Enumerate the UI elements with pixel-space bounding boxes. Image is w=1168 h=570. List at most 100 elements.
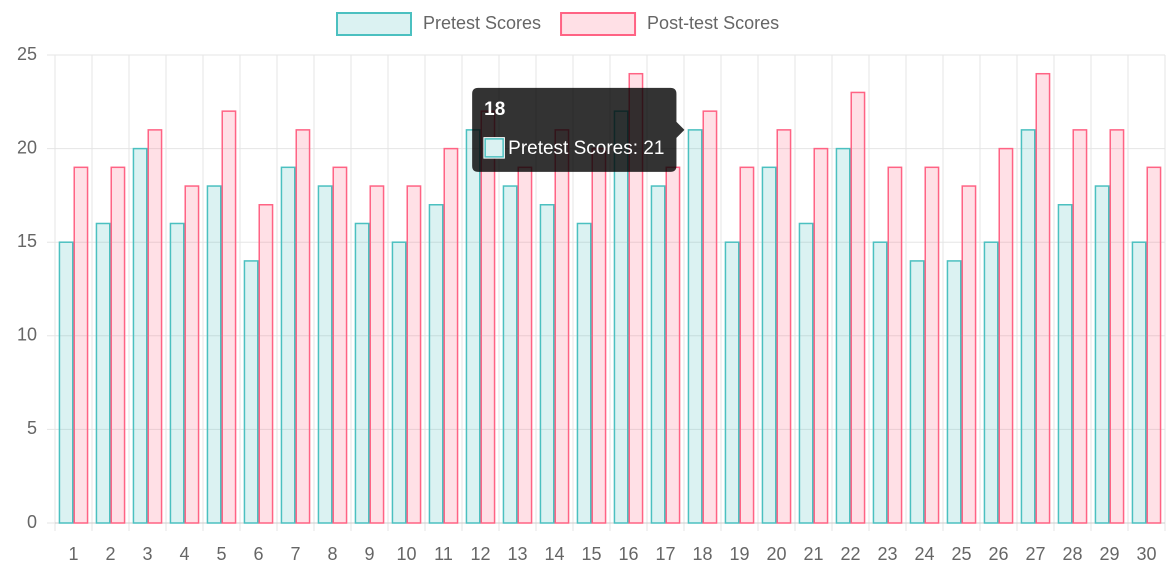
bar [1020, 129, 1036, 524]
bar [961, 185, 977, 524]
x-tick-label: 8 [327, 544, 337, 564]
bar [428, 204, 444, 524]
x-tick-label: 9 [364, 544, 374, 564]
bar [95, 222, 111, 524]
bar [243, 260, 259, 524]
x-tick-label: 22 [840, 544, 860, 564]
bar [1131, 241, 1147, 524]
bar [280, 166, 296, 524]
x-tick-label: 30 [1136, 544, 1156, 564]
legend-label: Post-test Scores [647, 13, 779, 33]
bar [147, 129, 163, 524]
bar [73, 166, 89, 524]
bar [798, 222, 814, 524]
y-tick-label: 15 [17, 231, 37, 251]
x-tick-label: 7 [290, 544, 300, 564]
x-tick-label: 16 [618, 544, 638, 564]
x-tick-label: 3 [142, 544, 152, 564]
bar [354, 222, 370, 524]
bar [443, 147, 459, 524]
legend-swatch [336, 12, 412, 36]
x-tick-label: 11 [434, 544, 453, 564]
bar [924, 166, 940, 524]
y-tick-label: 0 [27, 512, 37, 532]
bar [702, 110, 718, 524]
tooltip-title: 18 [484, 99, 505, 120]
y-tick-label: 5 [27, 418, 37, 438]
bar [665, 166, 681, 524]
bar [628, 72, 644, 524]
x-tick-label: 27 [1025, 544, 1045, 564]
bar [169, 222, 185, 524]
x-tick-label: 26 [988, 544, 1008, 564]
bar [206, 185, 222, 524]
bar [1035, 72, 1051, 524]
bar [295, 129, 311, 524]
bar [369, 185, 385, 524]
legend-swatch [560, 12, 637, 36]
bar [58, 241, 74, 524]
bar [983, 241, 999, 524]
bar [813, 147, 829, 524]
bar [724, 241, 740, 524]
bar [517, 166, 533, 524]
bar [613, 110, 629, 524]
bar [998, 147, 1014, 524]
bar [132, 147, 148, 524]
bar [591, 147, 607, 524]
x-tick-label: 6 [253, 544, 263, 564]
bar [1072, 129, 1088, 524]
bar [110, 166, 126, 524]
bar [850, 91, 866, 524]
bar [1146, 166, 1162, 524]
x-tick-label: 15 [581, 544, 601, 564]
y-tick-label: 10 [17, 325, 37, 345]
bar [258, 204, 274, 524]
x-tick-label: 1 [68, 544, 78, 564]
bar [221, 110, 237, 524]
x-tick-label: 18 [692, 544, 712, 564]
bar [465, 129, 481, 524]
bar [332, 166, 348, 524]
bar [184, 185, 200, 524]
x-tick-label: 24 [914, 544, 934, 564]
bar [887, 166, 903, 524]
x-tick-label: 19 [729, 544, 749, 564]
tooltip-box [472, 87, 685, 172]
x-tick-label: 2 [105, 544, 115, 564]
bar [480, 110, 496, 524]
x-tick-label: 29 [1099, 544, 1119, 564]
bar [650, 185, 666, 524]
x-tick-label: 17 [655, 544, 675, 564]
x-tick-label: 4 [179, 544, 189, 564]
x-tick-label: 25 [951, 544, 971, 564]
x-tick-label: 20 [766, 544, 786, 564]
y-tick-label: 25 [17, 44, 37, 64]
x-tick-label: 5 [216, 544, 226, 564]
bar [776, 129, 792, 524]
x-tick-label: 10 [396, 544, 416, 564]
tooltip-swatch-color [484, 138, 504, 158]
bar [909, 260, 925, 524]
legend-label: Pretest Scores [423, 13, 541, 33]
bar [687, 129, 703, 524]
bar [835, 147, 851, 524]
bar [317, 185, 333, 524]
x-tick-label: 21 [803, 544, 823, 564]
x-tick-label: 23 [877, 544, 897, 564]
x-tick-label: 14 [544, 544, 564, 564]
bar [739, 166, 755, 524]
x-tick-label: 12 [470, 544, 490, 564]
tooltip-swatch [483, 137, 505, 159]
bar [391, 241, 407, 524]
bar [1109, 129, 1125, 524]
bar [946, 260, 962, 524]
bar [406, 185, 422, 524]
bar [872, 241, 888, 524]
bar [761, 166, 777, 524]
bar [1094, 185, 1110, 524]
x-tick-label: 13 [507, 544, 527, 564]
tooltip-label: Pretest Scores: 21 [508, 138, 664, 159]
